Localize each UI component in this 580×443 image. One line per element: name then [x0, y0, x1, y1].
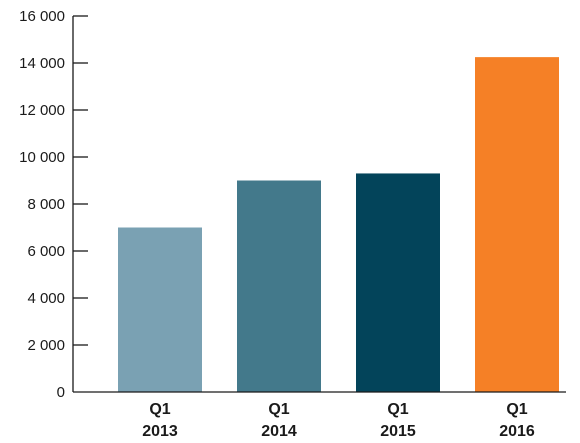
- bar: [118, 227, 202, 392]
- x-tick-label-year: 2014: [261, 423, 297, 440]
- y-tick-label: 12 000: [19, 102, 65, 119]
- bars: [118, 57, 559, 392]
- y-tick-label: 10 000: [19, 149, 65, 166]
- y-tick-label: 6 000: [27, 243, 65, 260]
- x-tick-label-quarter: Q1: [387, 401, 408, 418]
- y-tick-label: 8 000: [27, 196, 65, 213]
- x-tick-label-year: 2015: [380, 423, 416, 440]
- x-tick-label-quarter: Q1: [506, 401, 527, 418]
- x-tick-label-year: 2016: [499, 423, 535, 440]
- bar: [356, 173, 440, 392]
- y-axis: 0 2 000 4 000 6 000 8 000 10 000 12 000 14 000 1…: [19, 8, 88, 401]
- y-tick-label: 16 000: [19, 8, 65, 25]
- bar: [237, 180, 321, 392]
- y-tick-label: 0: [57, 384, 65, 401]
- x-axis: Q1 2013 Q1 2014 Q1 2015 Q1 2016: [73, 391, 566, 440]
- bar: [475, 57, 559, 392]
- y-tick-label: 2 000: [27, 337, 65, 354]
- x-tick-label-quarter: Q1: [149, 401, 170, 418]
- y-tick-label: 4 000: [27, 290, 65, 307]
- y-tick-label: 14 000: [19, 55, 65, 72]
- x-tick-label-year: 2013: [142, 423, 178, 440]
- x-tick-label-quarter: Q1: [268, 401, 289, 418]
